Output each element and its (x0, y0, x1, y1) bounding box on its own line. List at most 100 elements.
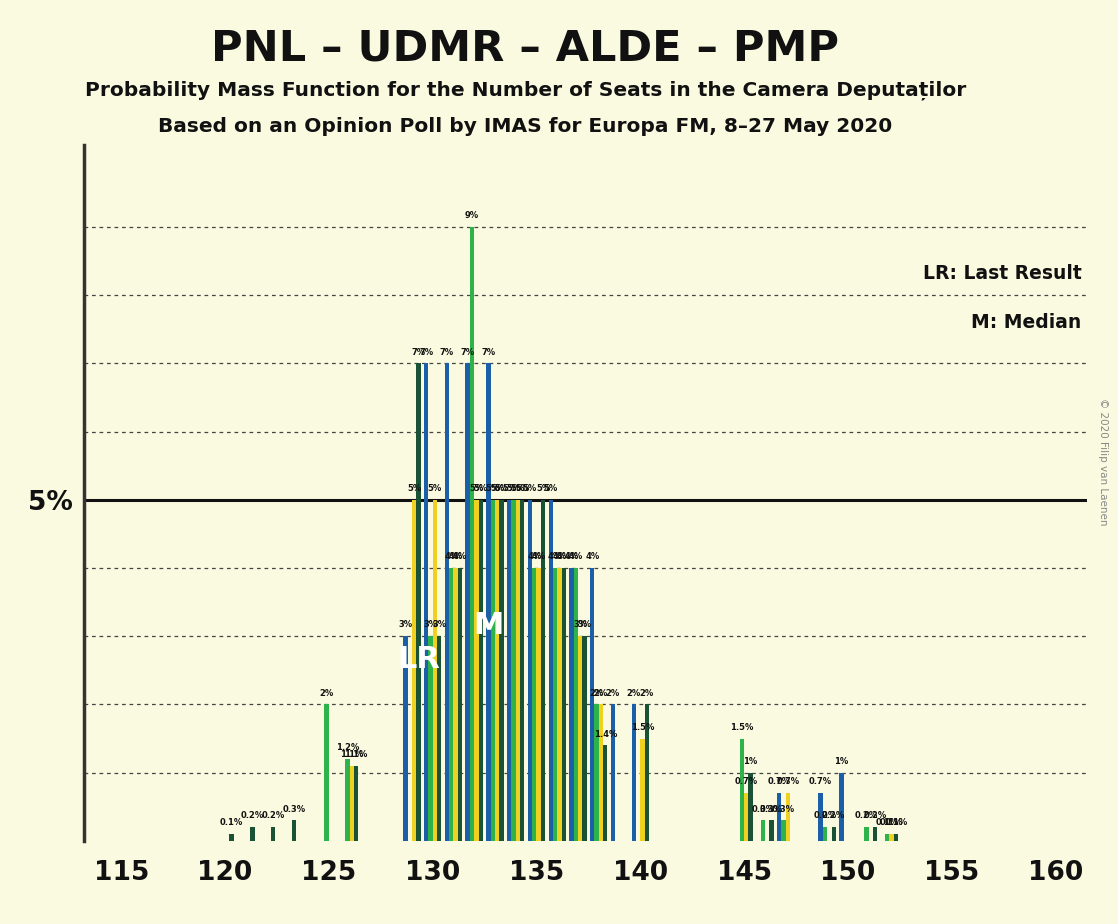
Bar (769, 821, 774, 841)
Text: 4%: 4% (565, 553, 579, 561)
Text: 1%: 1% (834, 757, 849, 766)
Text: M: Median: M: Median (972, 313, 1082, 332)
Bar (354, 766, 359, 841)
Text: 5%: 5% (494, 484, 509, 493)
Bar (885, 834, 890, 841)
Bar (437, 637, 442, 841)
Text: 5%: 5% (407, 484, 421, 493)
Text: 1.5%: 1.5% (730, 723, 754, 732)
Text: 0.3%: 0.3% (751, 805, 775, 813)
Text: 0.7%: 0.7% (776, 777, 799, 786)
Bar (495, 500, 500, 841)
Bar (760, 821, 765, 841)
Text: 0.1%: 0.1% (880, 818, 903, 827)
Bar (292, 821, 296, 841)
Bar (818, 793, 823, 841)
Text: 1.5%: 1.5% (631, 723, 654, 732)
Text: 0.2%: 0.2% (855, 811, 878, 821)
Bar (445, 363, 449, 841)
Bar (641, 738, 645, 841)
Text: 5%: 5% (474, 484, 487, 493)
Bar (404, 637, 408, 841)
Text: © 2020 Filip van Laenen: © 2020 Filip van Laenen (1099, 398, 1108, 526)
Bar (645, 704, 650, 841)
Bar (574, 568, 578, 841)
Bar (324, 704, 329, 841)
Bar (748, 772, 752, 841)
Text: 2%: 2% (626, 688, 641, 698)
Text: 3%: 3% (578, 620, 591, 629)
Text: 5%: 5% (428, 484, 442, 493)
Text: 1.1%: 1.1% (344, 750, 368, 759)
Bar (454, 568, 457, 841)
Bar (781, 821, 786, 841)
Text: 4%: 4% (531, 553, 546, 561)
Bar (229, 834, 234, 841)
Text: 2%: 2% (320, 688, 334, 698)
Text: 5%: 5% (502, 484, 517, 493)
Text: 5%: 5% (506, 484, 521, 493)
Text: 3%: 3% (424, 620, 437, 629)
Text: 0.3%: 0.3% (283, 805, 305, 813)
Text: PNL – UDMR – ALDE – PMP: PNL – UDMR – ALDE – PMP (211, 28, 840, 69)
Text: 7%: 7% (419, 347, 433, 357)
Bar (520, 500, 524, 841)
Text: 5%: 5% (536, 484, 550, 493)
Text: 4%: 4% (557, 553, 571, 561)
Text: 0.7%: 0.7% (735, 777, 758, 786)
Bar (549, 500, 553, 841)
Bar (890, 834, 893, 841)
Bar (893, 834, 898, 841)
Text: 0.1%: 0.1% (875, 818, 899, 827)
Text: 1.1%: 1.1% (340, 750, 363, 759)
Text: 0.2%: 0.2% (240, 811, 264, 821)
Text: 0.7%: 0.7% (768, 777, 790, 786)
Text: 0.2%: 0.2% (262, 811, 285, 821)
Text: 0.3%: 0.3% (771, 805, 795, 813)
Text: 5%: 5% (470, 484, 483, 493)
Bar (541, 500, 546, 841)
Bar (515, 500, 520, 841)
Bar (428, 637, 433, 841)
Bar (832, 827, 836, 841)
Bar (610, 704, 615, 841)
Bar (599, 704, 603, 841)
Text: 0.2%: 0.2% (863, 811, 887, 821)
Text: 5%: 5% (485, 484, 500, 493)
Text: 9%: 9% (465, 211, 480, 220)
Bar (350, 766, 354, 841)
Text: 4%: 4% (548, 553, 562, 561)
Text: 5%: 5% (490, 484, 504, 493)
Bar (511, 500, 515, 841)
Text: 0.7%: 0.7% (809, 777, 832, 786)
Text: LR: LR (397, 645, 439, 674)
Bar (416, 363, 420, 841)
Bar (411, 500, 416, 841)
Text: 7%: 7% (411, 347, 426, 357)
Text: 5%: 5% (543, 484, 558, 493)
Bar (823, 827, 827, 841)
Text: 4%: 4% (552, 553, 567, 561)
Bar (537, 568, 541, 841)
Bar (528, 500, 532, 841)
Text: 2%: 2% (639, 688, 654, 698)
Text: 1%: 1% (743, 757, 758, 766)
Text: 1.2%: 1.2% (335, 743, 359, 752)
Text: 7%: 7% (461, 347, 475, 357)
Text: 7%: 7% (482, 347, 495, 357)
Text: 7%: 7% (439, 347, 454, 357)
Bar (569, 568, 574, 841)
Bar (632, 704, 636, 841)
Text: 4%: 4% (448, 553, 463, 561)
Bar (271, 827, 275, 841)
Bar (506, 500, 511, 841)
Text: 0.1%: 0.1% (884, 818, 908, 827)
Bar (479, 500, 483, 841)
Bar (740, 738, 745, 841)
Text: 0.3%: 0.3% (760, 805, 783, 813)
Text: 2%: 2% (606, 688, 620, 698)
Bar (424, 363, 428, 841)
Text: 3%: 3% (398, 620, 413, 629)
Text: 2%: 2% (589, 688, 604, 698)
Bar (590, 568, 595, 841)
